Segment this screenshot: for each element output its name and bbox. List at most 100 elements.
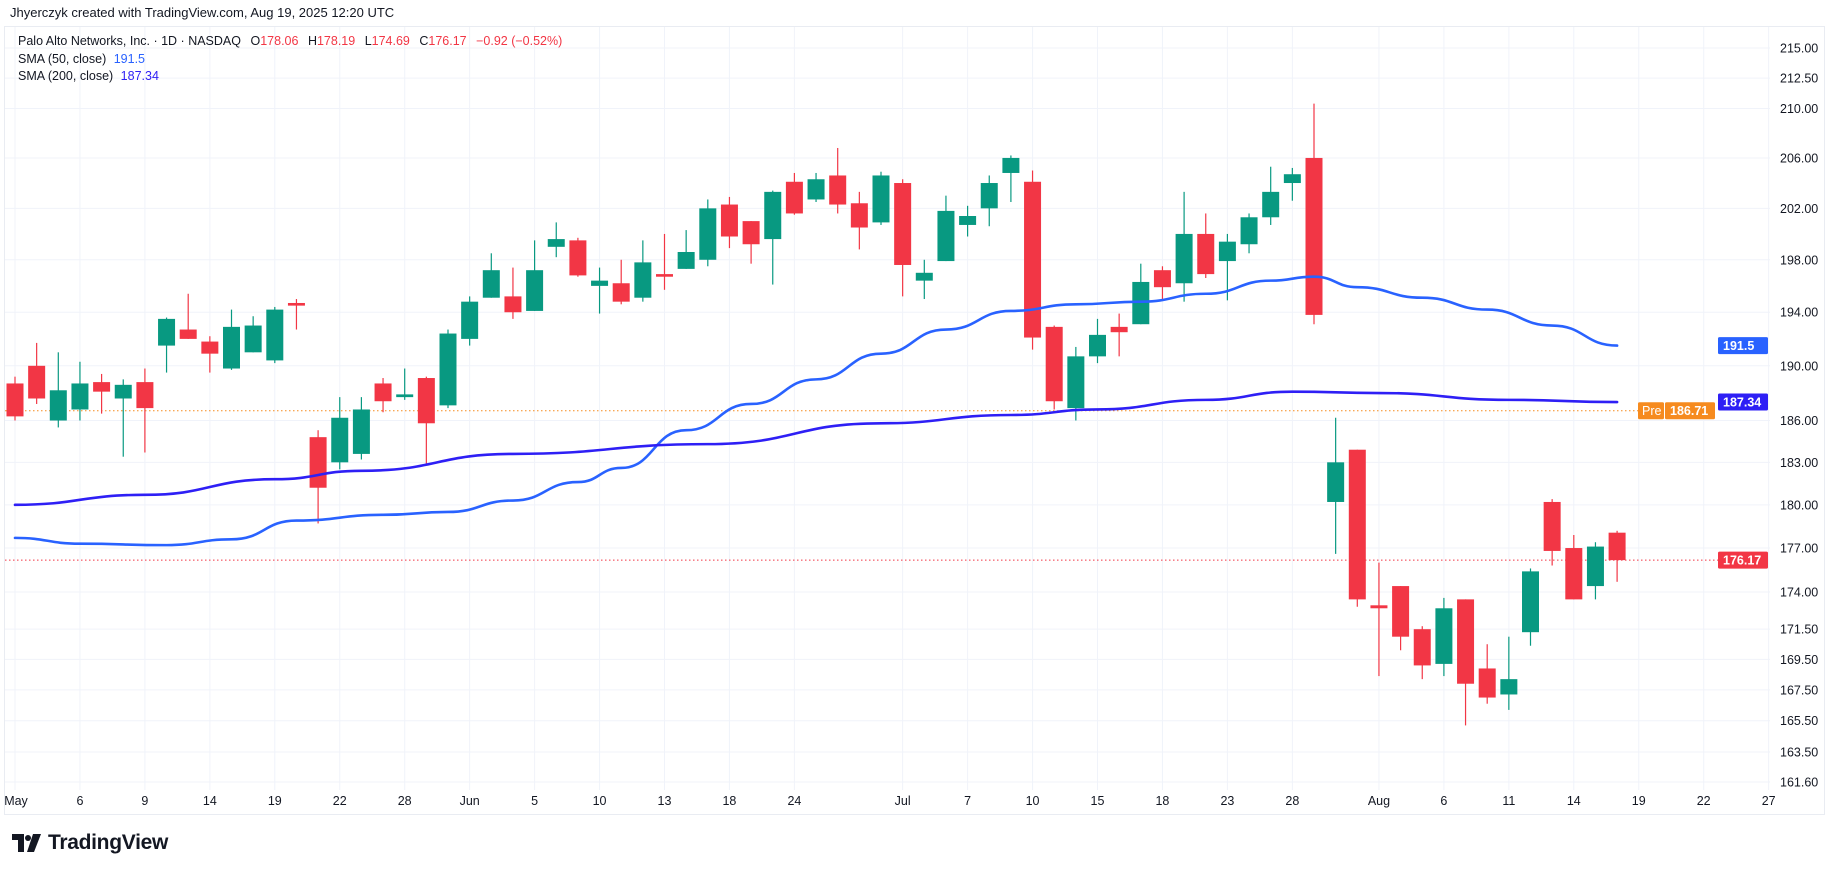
candle-down[interactable] [1543, 499, 1561, 566]
candle-up[interactable] [915, 259, 933, 300]
candle-down[interactable] [894, 179, 912, 297]
candle-body [417, 378, 435, 424]
candle-up[interactable] [1327, 417, 1345, 554]
candle-up[interactable] [1067, 346, 1085, 421]
candle-up[interactable] [1283, 167, 1301, 201]
premarket-tag: Pre [1642, 404, 1662, 418]
candle-body [677, 251, 695, 269]
candle-up[interactable] [223, 309, 240, 370]
candle-down[interactable] [1413, 626, 1431, 680]
candle-down[interactable] [179, 293, 197, 339]
candle-down[interactable] [612, 259, 630, 305]
candle-up[interactable] [677, 230, 695, 269]
legend-sma50-row[interactable]: SMA (50, close) 191.5 [18, 51, 562, 69]
candle-up[interactable] [807, 172, 825, 202]
price-tick-label: 210.00 [1780, 102, 1818, 116]
candle-up[interactable] [1132, 263, 1150, 325]
candle-up[interactable] [526, 240, 544, 311]
candle-up[interactable] [1089, 318, 1106, 364]
candle-down[interactable] [1478, 644, 1496, 704]
candle-down[interactable] [1348, 449, 1366, 607]
legend-sma200-row[interactable]: SMA (200, close) 187.34 [18, 68, 562, 86]
candle-up[interactable] [244, 316, 262, 353]
candle-down[interactable] [287, 299, 305, 330]
candle-up[interactable] [699, 199, 717, 267]
candle-up[interactable] [937, 195, 955, 262]
candle-up[interactable] [764, 190, 782, 285]
symbol-title[interactable]: Palo Alto Networks, Inc. · 1D · NASDAQ [18, 34, 241, 48]
candle-body [526, 270, 544, 311]
candle-up[interactable] [547, 222, 565, 258]
candle-up[interactable] [1218, 233, 1236, 301]
candle-up[interactable] [114, 379, 132, 457]
tradingview-logo[interactable]: TradingView [12, 831, 168, 855]
candle-down[interactable] [1024, 170, 1042, 350]
candle-up[interactable] [1522, 568, 1539, 646]
candle-up[interactable] [396, 368, 414, 400]
candle-up[interactable] [49, 352, 67, 428]
candle-down[interactable] [136, 368, 154, 453]
candle-body [158, 318, 176, 346]
candle-down[interactable] [785, 172, 803, 215]
candle-up[interactable] [461, 296, 479, 346]
candle-up[interactable] [439, 329, 457, 409]
time-axis[interactable]: May 6 9 14 19 22 28 Jun 5 10 13 18 24 Jul 7 10 15 18 23 28 A… [4, 794, 1775, 808]
candle-down[interactable] [742, 221, 760, 264]
candle-up[interactable] [1002, 155, 1020, 202]
candle-down[interactable] [1370, 562, 1388, 677]
candle-down[interactable] [93, 373, 111, 414]
candle-up[interactable] [71, 361, 89, 421]
candle-up[interactable] [482, 253, 500, 298]
candle-down[interactable] [1305, 103, 1323, 325]
time-tick-label: Jun [460, 794, 480, 808]
candle-down[interactable] [1608, 530, 1626, 582]
candle-down[interactable] [1392, 586, 1410, 651]
candle-down[interactable] [1565, 534, 1583, 600]
candle-up[interactable] [980, 175, 998, 227]
candle-up[interactable] [1435, 597, 1453, 677]
candle-down[interactable] [28, 342, 46, 404]
candle-up[interactable] [1500, 636, 1518, 710]
candle-body [1110, 326, 1128, 333]
candle-down[interactable] [6, 376, 24, 421]
candle-body [1435, 608, 1453, 664]
candle-down[interactable] [1197, 213, 1215, 279]
candle-up[interactable] [158, 317, 176, 373]
candle-up[interactable] [1240, 213, 1258, 254]
candle-down[interactable] [1457, 599, 1475, 726]
time-tick-label: 23 [1220, 794, 1234, 808]
candle-up[interactable] [1262, 166, 1280, 225]
price-axis[interactable]: 215.00 212.50 210.00 206.00 202.00 198.00 194.… [1780, 42, 1818, 790]
candle-body [374, 383, 392, 402]
candle-down[interactable] [1045, 325, 1063, 410]
candle-down[interactable] [504, 267, 522, 319]
price-tick-label: 163.50 [1780, 746, 1818, 760]
candle-up[interactable] [872, 171, 890, 225]
candle-down[interactable] [720, 196, 738, 249]
candle-down[interactable] [417, 376, 435, 464]
candle-down[interactable] [829, 147, 847, 214]
candle-up[interactable] [959, 205, 977, 237]
time-tick-label: 14 [1567, 794, 1581, 808]
candle-down[interactable] [1110, 313, 1128, 357]
candle-up[interactable] [331, 397, 349, 470]
candle-body [309, 437, 327, 488]
candle-down[interactable] [656, 233, 673, 290]
candle-down[interactable] [374, 378, 392, 413]
candle-body [1457, 599, 1475, 684]
candle-up[interactable] [1175, 191, 1193, 302]
candle-up[interactable] [634, 240, 652, 302]
candle-down[interactable] [201, 336, 219, 373]
tradingview-logo-text: TradingView [48, 831, 169, 854]
candle-up[interactable] [591, 267, 609, 314]
candle-up[interactable] [266, 306, 284, 364]
candle-down[interactable] [569, 237, 587, 277]
candle-body [894, 183, 912, 265]
candle-up[interactable] [352, 397, 370, 460]
candle-down[interactable] [1153, 266, 1171, 300]
candle-up[interactable] [1586, 542, 1604, 600]
chart-frame [4, 26, 1825, 815]
candle-down[interactable] [850, 191, 868, 250]
candle-body [591, 280, 609, 286]
